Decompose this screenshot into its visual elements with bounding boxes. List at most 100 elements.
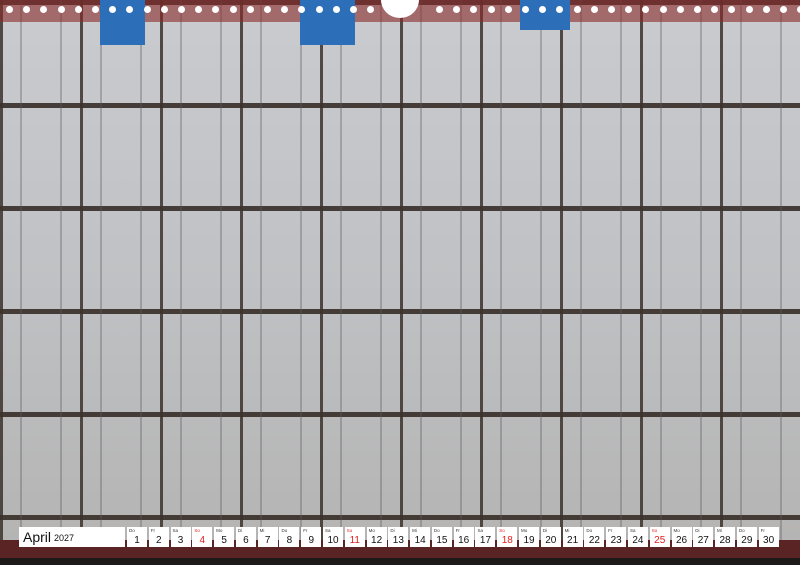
binding-hole [126, 6, 134, 13]
weekday-label: Do [281, 528, 288, 533]
weekday-label: So [194, 528, 200, 533]
weekday-label: So [651, 528, 658, 533]
binding-hole [264, 6, 271, 13]
binding-hole [246, 6, 254, 13]
day-number: 22 [588, 535, 600, 546]
weekday-label: Do [129, 528, 135, 533]
weekday-label: Do [433, 528, 440, 533]
binding-hole [659, 6, 667, 13]
crane-leg [520, 0, 570, 30]
day-number: 12 [371, 535, 383, 546]
binding-hole [92, 6, 99, 13]
weekday-label: Fr [608, 528, 613, 533]
binding-hole [143, 6, 151, 13]
day-number: 19 [523, 535, 535, 546]
hull-shadow [0, 558, 800, 565]
binding-hole [590, 6, 598, 13]
binding-hole [573, 6, 581, 13]
binding-hole [332, 6, 340, 13]
day-number: 30 [763, 535, 775, 546]
binding-hole [436, 6, 443, 13]
binding-hole [160, 6, 168, 13]
day-number: 8 [286, 535, 293, 546]
binding-hole [229, 6, 237, 13]
binding-hole [6, 6, 13, 13]
weekday-label: Mo [673, 528, 680, 533]
day-cell: Mi 14 [410, 527, 431, 547]
binding-hole [762, 6, 770, 13]
binding-hole [642, 6, 650, 13]
binding-hole [780, 6, 787, 13]
day-cell: Mo 26 [671, 527, 692, 547]
day-number: 18 [501, 535, 513, 546]
crane-leg [300, 0, 355, 45]
binding-hole [608, 6, 615, 13]
day-number: 11 [349, 535, 360, 546]
day-number: 6 [243, 535, 249, 546]
day-number: 4 [199, 535, 206, 546]
binding-hole [745, 6, 753, 13]
weekday-label: Mi [412, 528, 417, 533]
binding-hole [212, 6, 220, 13]
day-cell: Do 1 [127, 527, 147, 547]
binding-hole [676, 6, 684, 13]
weekday-label: Di [542, 528, 548, 533]
day-number: 14 [414, 535, 426, 546]
day-cell: Mi 28 [715, 527, 736, 547]
day-number: 9 [308, 535, 315, 546]
day-cell: Mi 21 [562, 527, 583, 547]
weekday-label: So [499, 528, 505, 533]
binding-hole [23, 6, 31, 13]
day-cell: Sa 24 [627, 527, 648, 547]
weekday-label: Mo [368, 528, 375, 533]
weekday-label: Sa [325, 528, 331, 533]
binding-hole [453, 6, 461, 13]
day-cell: Fr 30 [758, 527, 779, 547]
day-cell: Mo 5 [214, 527, 235, 547]
day-number: 3 [177, 535, 184, 546]
day-number: 29 [741, 535, 753, 546]
binding-hole [109, 6, 117, 13]
day-cell: So 11 [344, 527, 365, 547]
weekday-label: Fr [150, 528, 156, 533]
binding-hole [40, 6, 48, 13]
weekday-label: Di [695, 528, 700, 533]
binding-hole [57, 6, 65, 13]
day-cell: Do 8 [279, 527, 300, 547]
day-cell: Di 27 [693, 527, 714, 547]
day-number: 5 [221, 535, 227, 546]
day-number: 26 [675, 535, 688, 546]
weekday-label: Di [390, 528, 395, 533]
day-cell: So 25 [649, 527, 670, 547]
binding-hole [74, 6, 82, 13]
binding-hole [539, 6, 547, 13]
day-number: 16 [458, 535, 470, 546]
day-number: 7 [264, 535, 271, 546]
binding-hole [728, 6, 736, 13]
day-cell: Di 6 [235, 527, 256, 547]
binding-hole [504, 6, 512, 13]
day-cell: Do 15 [431, 527, 452, 547]
hanger-hole [381, 0, 419, 18]
weekday-label: Mo [216, 528, 223, 533]
day-cell: Di 20 [540, 527, 561, 547]
day-cell: Mo 19 [519, 527, 540, 547]
binding-hole [711, 6, 719, 13]
day-number: 15 [436, 535, 448, 546]
day-cell: Do 29 [736, 527, 757, 547]
binding-hole [625, 6, 633, 13]
day-number: 25 [654, 535, 666, 546]
day-cell: Mi 7 [257, 527, 278, 547]
day-number: 24 [632, 535, 644, 546]
day-number: 23 [610, 535, 622, 546]
day-cell: Do 22 [584, 527, 605, 547]
day-cell: Mo 12 [366, 527, 387, 547]
day-cell: Fr 16 [453, 527, 474, 547]
day-number: 10 [327, 535, 339, 546]
day-cell: Sa 17 [475, 527, 496, 547]
day-cell: Sa 10 [323, 527, 344, 547]
month-name: April [23, 529, 52, 545]
day-number: 1 [134, 535, 140, 546]
binding-hole [797, 6, 800, 13]
